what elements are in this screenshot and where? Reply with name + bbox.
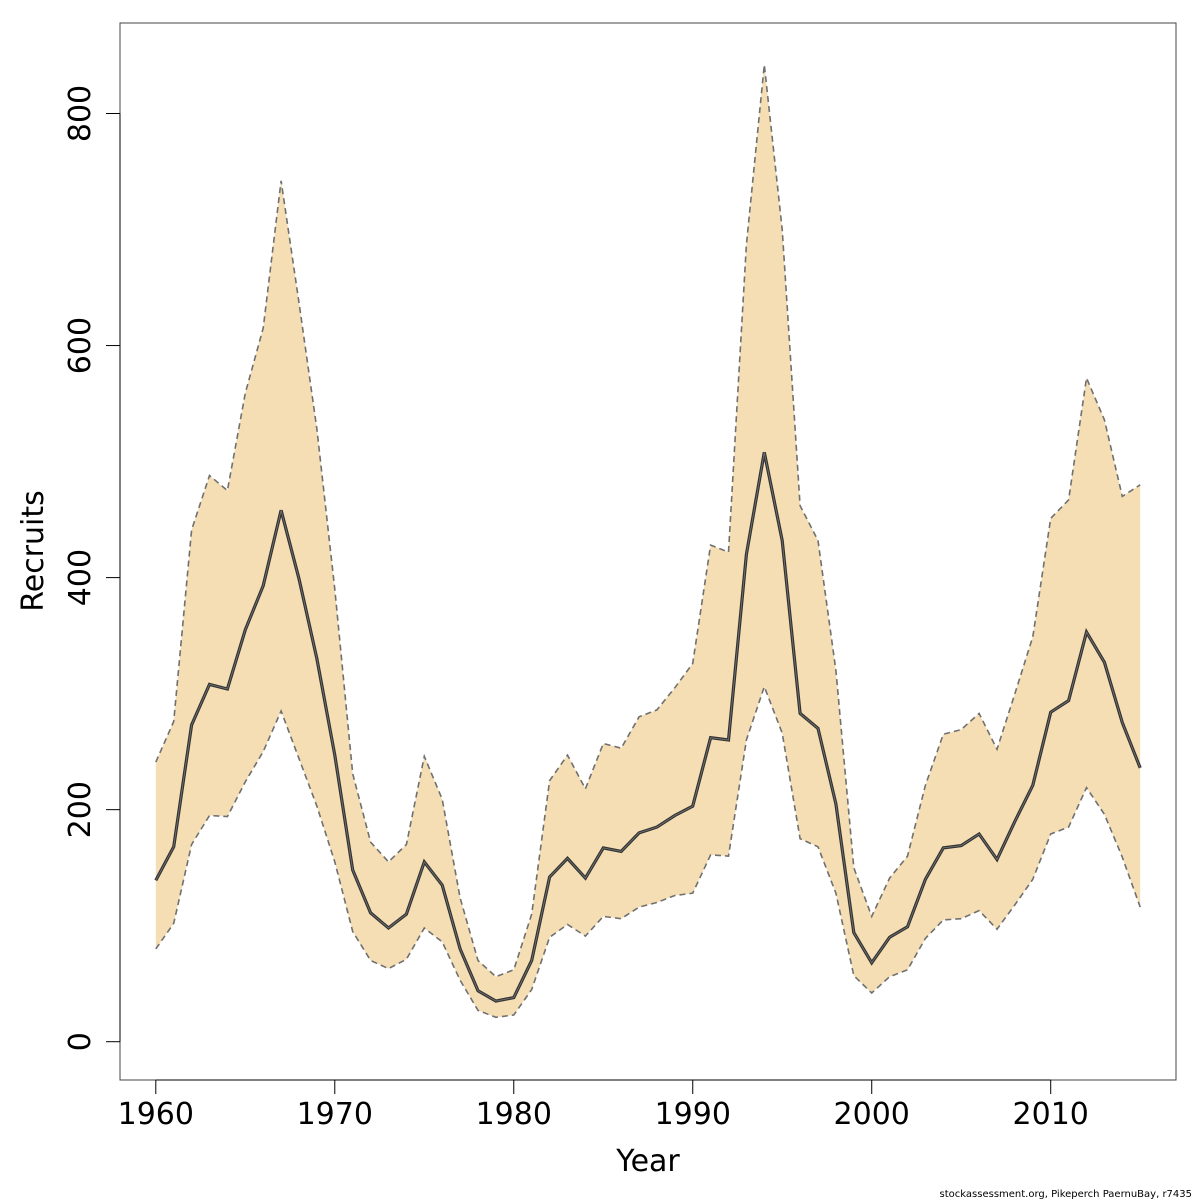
lower-bound-line (155, 684, 1141, 1019)
y-tick-label: 800 (63, 85, 98, 142)
y-tick-label: 200 (63, 781, 98, 838)
x-tick-label: 1980 (476, 1097, 552, 1132)
x-tick-label: 2000 (834, 1097, 910, 1132)
recruits-median-line-highlight (155, 452, 1141, 1002)
upper-bound-line (155, 64, 1141, 978)
y-axis-title: Recruits (16, 490, 51, 612)
x-tick-label: 2010 (1013, 1097, 1089, 1132)
y-tick-label: 400 (63, 549, 98, 606)
y-tick-label: 0 (63, 1032, 98, 1051)
x-tick-label: 1990 (655, 1097, 731, 1132)
x-tick-label: 1970 (297, 1097, 373, 1132)
y-tick-label: 600 (63, 317, 98, 374)
footer-credit: stockassessment.org, Pikeperch PaernuBay… (940, 1189, 1192, 1200)
x-tick-label: 1960 (118, 1097, 194, 1132)
x-axis-title: Year (615, 1144, 680, 1179)
confidence-band (155, 64, 1141, 1018)
